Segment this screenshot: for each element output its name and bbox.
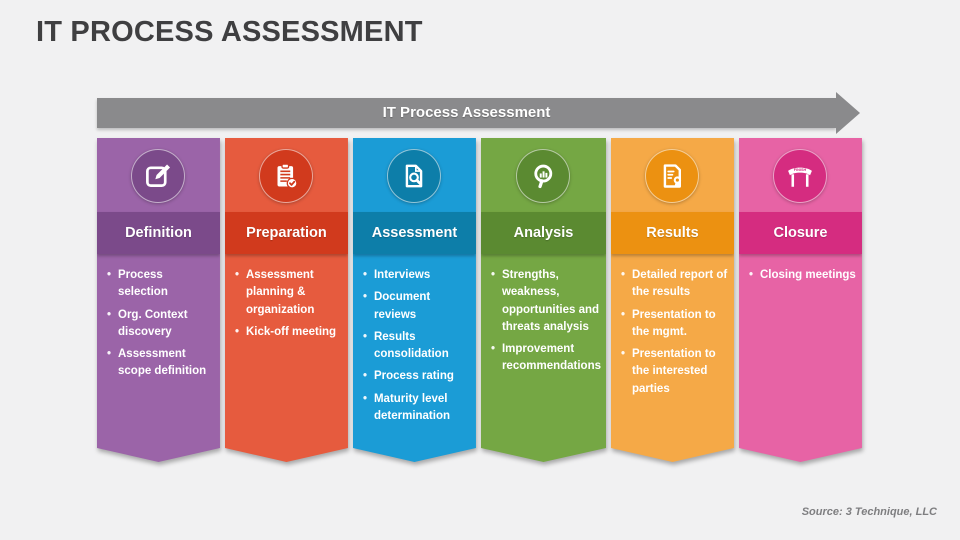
report-ribbon-icon (655, 159, 689, 193)
stage-icon-circle (645, 149, 699, 203)
stage-bullet-list: Strengths, weakness, opportunities and t… (481, 254, 606, 381)
page-title: IT PROCESS ASSESSMENT (36, 16, 423, 48)
stage-icon-circle (516, 149, 570, 203)
bullet-item: Kick-off meeting (234, 324, 343, 341)
bullet-item: Document reviews (362, 289, 471, 324)
stage-icon-circle (387, 149, 441, 203)
bullet-item: Closing meetings (748, 267, 857, 284)
bullet-item: Org. Context discovery (106, 307, 215, 342)
stage-header-label: Closure (773, 225, 828, 241)
stage-header: Analysis (481, 212, 606, 254)
bullet-item: Maturity level determination (362, 391, 471, 426)
stage-bullet-list: Interviews Document reviews Results consol… (353, 254, 476, 430)
stage-icon-circle (259, 149, 313, 203)
stage-bullet-list: Detailed report of the results Presentati… (611, 254, 734, 403)
bullet-item: Process selection (106, 267, 215, 302)
stage-header-label: Preparation (246, 225, 327, 241)
stage-bullet-list: Process selection Org. Context discovery A… (97, 254, 220, 386)
bullet-item: Results consolidation (362, 329, 471, 364)
bullet-item: Interviews (362, 267, 471, 284)
bullet-item: Assessment planning & organization (234, 267, 343, 319)
stage-header-label: Assessment (371, 225, 458, 241)
bullet-item: Detailed report of the results (620, 267, 729, 302)
document-magnifier-icon (397, 159, 431, 193)
bullet-item: Assessment scope definition (106, 346, 215, 381)
stage-column-results: Results Detailed report of the results Pr… (611, 138, 734, 462)
stage-header: Closure (739, 212, 862, 254)
stage-header: Preparation (225, 212, 348, 254)
finish-arch-icon: FINISH (783, 159, 817, 193)
stage-header-label: Definition (125, 225, 192, 241)
source-note: Source: 3 Technique, LLC (801, 506, 937, 518)
bullet-item: Process rating (362, 368, 471, 385)
stage-header: Definition (97, 212, 220, 254)
stage-bullet-list: Closing meetings (739, 254, 862, 289)
stage-column-definition: Definition Process selection Org. Context… (97, 138, 220, 462)
magnifier-chart-icon (526, 159, 560, 193)
stage-column-preparation: Preparation Assessment planning & organi… (225, 138, 348, 462)
stage-icon-area (481, 138, 606, 212)
bullet-item: Presentation to the interested parties (620, 346, 729, 398)
stage-icon-area (353, 138, 476, 212)
bullet-item: Presentation to the mgmt. (620, 307, 729, 342)
process-arrow-banner: IT Process Assessment (97, 91, 860, 134)
stage-column-closure: FINISH Closure Closing meetings (739, 138, 862, 462)
bullet-item: Improvement recommendations (490, 341, 601, 376)
stage-header-label: Results (646, 225, 699, 241)
banner-label: IT Process Assessment (382, 104, 551, 121)
stage-icon-area (611, 138, 734, 212)
svg-text:FINISH: FINISH (794, 168, 807, 172)
stage-icon-area (97, 138, 220, 212)
stage-header: Results (611, 212, 734, 254)
stage-icon-area (225, 138, 348, 212)
stage-icon-circle (131, 149, 185, 203)
stage-bullet-list: Assessment planning & organization Kick-o… (225, 254, 348, 346)
stage-header: Assessment (353, 212, 476, 254)
stage-column-assessment: Assessment Interviews Document reviews Res… (353, 138, 476, 462)
pencil-edit-icon (141, 159, 175, 193)
stage-header-label: Analysis (513, 225, 574, 241)
stage-column-analysis: Analysis Strengths, weakness, opportunit… (481, 138, 606, 462)
bullet-item: Strengths, weakness, opportunities and t… (490, 267, 601, 336)
stages-row: Definition Process selection Org. Context… (97, 138, 862, 462)
stage-icon-area: FINISH (739, 138, 862, 212)
clipboard-check-icon (269, 159, 303, 193)
stage-icon-circle: FINISH (773, 149, 827, 203)
